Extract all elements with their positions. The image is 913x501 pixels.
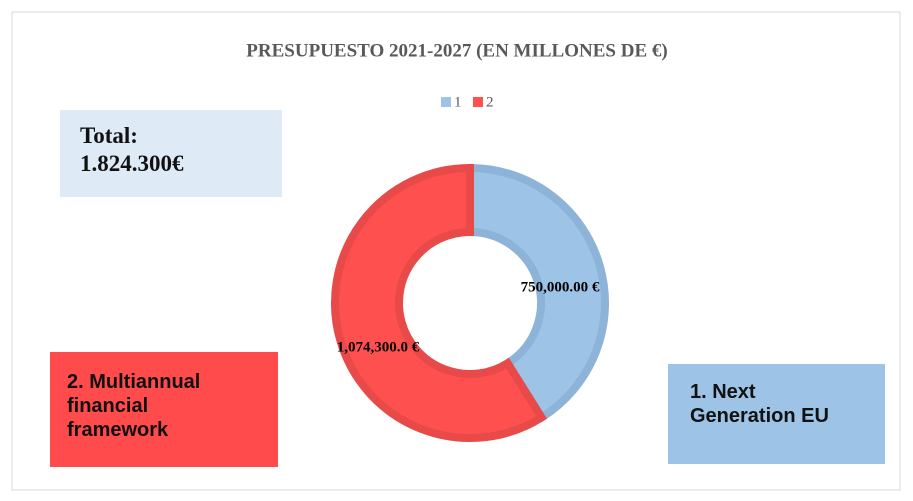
annotation-box: 2. Multiannual financial framework [50,352,278,467]
legend-label: 2 [486,94,494,110]
chart-title: PRESUPUESTO 2021-2027 (EN MILLONES DE €) [246,40,667,61]
legend-swatch [441,97,451,107]
legend-label: 1 [454,94,462,110]
annotation-text: 2. Multiannual [67,371,201,393]
data-label: 1,074,300.0 € [337,339,420,355]
data-label: 750,000.00 € [521,279,600,295]
donut-slice [331,163,548,442]
annotation-text: 1. Next [690,381,756,403]
annotation-text: 1.824.300€ [80,150,184,176]
annotation-text: Total: [80,123,138,148]
annotation-text: framework [67,419,169,441]
legend-swatch [473,97,483,107]
annotation-text: Generation EU [690,405,829,427]
annotation-text: financial [67,395,149,417]
annotation-box: Total: 1.824.300€ [60,110,282,197]
donut-slice [466,163,609,424]
annotation-box: 1. Next Generation EU [668,364,885,464]
